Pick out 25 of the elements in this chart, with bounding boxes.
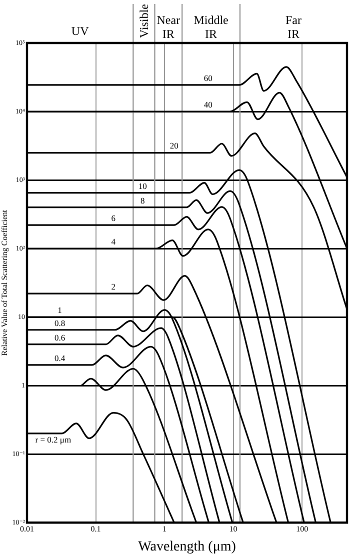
annotation: 2 xyxy=(111,282,116,292)
annotation: 0.8 xyxy=(54,318,66,328)
annotation: 60 xyxy=(204,72,212,83)
x-tick-label: 10 xyxy=(229,524,238,534)
annotation: 1 xyxy=(58,305,62,316)
x-tick-label: 0.01 xyxy=(20,524,34,534)
annotation: 10 xyxy=(138,180,147,191)
text: UV xyxy=(71,24,90,38)
annotation: r = 0.2 μm xyxy=(35,434,72,444)
annotation: 40 xyxy=(204,100,212,110)
x-tick-label: 1 xyxy=(162,524,167,534)
x-axis-title: Wavelength (μm) xyxy=(138,539,236,554)
x-tick-label: 0.1 xyxy=(90,524,101,534)
text: Visible xyxy=(136,4,151,38)
annotation: 0.6 xyxy=(54,332,66,342)
text: Middle IR xyxy=(194,13,228,41)
annotation: 0.4 xyxy=(54,352,66,363)
annotation: 4 xyxy=(111,236,116,247)
annotation: 6 xyxy=(111,213,116,224)
annotation: 20 xyxy=(170,140,178,151)
text: Near IR xyxy=(156,13,180,41)
text: Far IR xyxy=(285,13,302,41)
annotation: 8 xyxy=(140,195,145,206)
x-tick-label: 100 xyxy=(296,524,308,534)
y-axis-title: Relative Value of Total Scattering Coefficient xyxy=(0,209,9,356)
